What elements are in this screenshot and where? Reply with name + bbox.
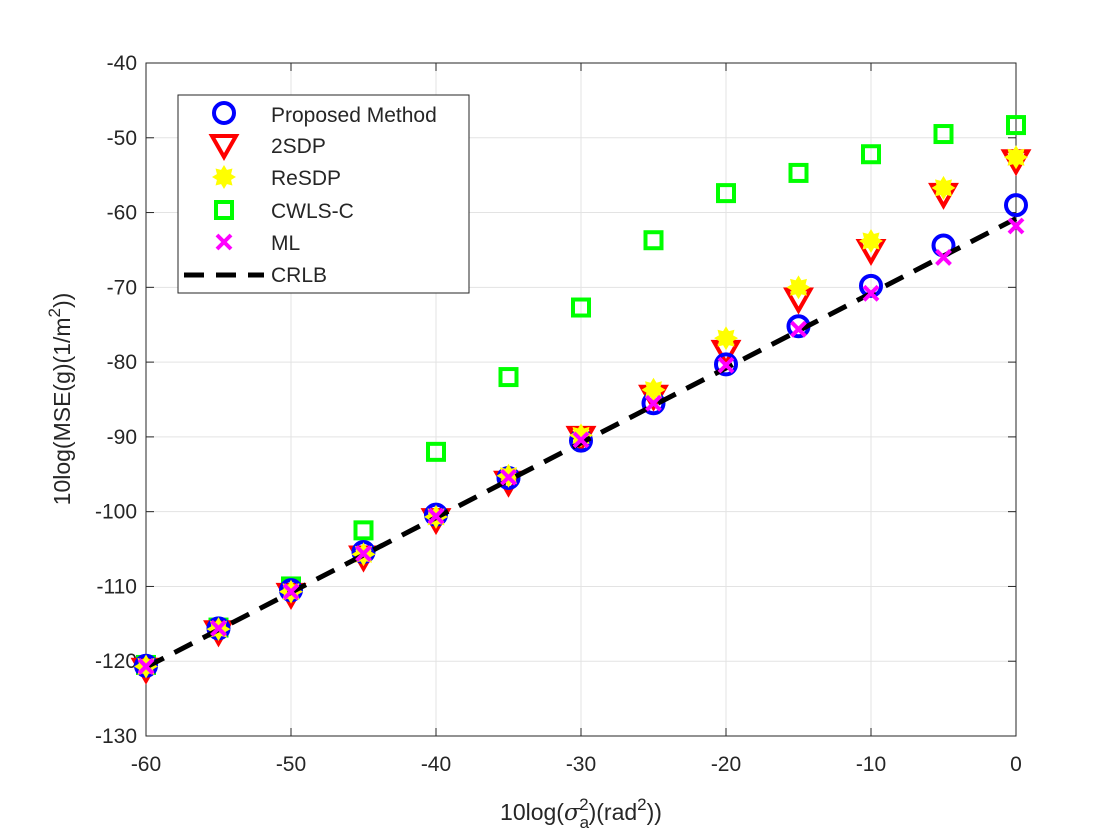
y-tick-label: -40: [107, 52, 137, 75]
series-ml: [137, 217, 1025, 675]
point-ml-stroke-b: [572, 431, 590, 449]
point-resdp: [714, 326, 738, 351]
point-proposed-method: [1004, 193, 1028, 218]
legend-markers: [184, 101, 264, 278]
x-tick-label: -20: [711, 753, 741, 776]
y-tick-label: -80: [107, 351, 137, 374]
point-resdp: [931, 175, 956, 200]
point-ml: [210, 619, 227, 637]
legend-marker-resdp: [212, 165, 236, 189]
y-tick-label: -90: [107, 426, 137, 449]
point-ml-stroke-b: [935, 249, 952, 266]
point-ml: [137, 658, 155, 675]
point-resdp: [786, 275, 811, 300]
y-tick-label: -50: [107, 127, 137, 150]
point-ml-stroke-b: [862, 284, 880, 302]
point-ml: [862, 284, 880, 302]
point-cwls-c: [353, 520, 374, 541]
point-ml-stroke-b: [355, 545, 372, 562]
point-ml: [790, 320, 807, 338]
point-ml-stroke-b: [282, 583, 300, 601]
legend-marker-ml-stroke-b: [215, 233, 233, 251]
y-tick-label: -70: [107, 276, 137, 299]
point-cwls-c: [716, 183, 736, 204]
legend-marker-ml: [215, 233, 233, 251]
point-ml-stroke-b: [645, 394, 662, 412]
x-tick-label: 0: [1010, 753, 1022, 776]
point-proposed-method: [714, 352, 738, 377]
x-axis-label: 10log(σa2)(rad2)): [500, 795, 662, 832]
y-tick-label: -100: [95, 501, 137, 524]
legend-label-ml: ML: [271, 232, 300, 255]
y-tick-label: -130: [95, 725, 137, 748]
x-tick-label: -10: [856, 753, 886, 776]
point-ml-stroke-b: [717, 356, 735, 374]
point-cwls-c: [643, 230, 664, 251]
x-tick-label: -30: [566, 753, 596, 776]
x-tick-label: -40: [421, 753, 451, 776]
legend-marker-proposed-method: [212, 101, 236, 125]
y-tick-label: -110: [97, 575, 137, 598]
legend-label-resdp: ReSDP: [271, 167, 341, 190]
point-ml: [717, 356, 735, 374]
y-axis-label: 10log(MSE(g)(1/m2)): [45, 293, 75, 506]
legend-label-cwls-c: CWLS-C: [271, 200, 354, 223]
point-ml-stroke-b: [137, 658, 155, 675]
legend-box: [177, 94, 470, 294]
legend-label-2sdp: 2SDP: [271, 135, 326, 158]
x-tick-label: -50: [276, 753, 306, 776]
y-tick-label: -120: [95, 650, 137, 673]
point-ml: [500, 468, 517, 486]
point-resdp: [859, 228, 883, 253]
point-resdp: [1004, 145, 1028, 170]
point-cwls-c: [788, 162, 809, 183]
point-ml: [935, 249, 952, 266]
point-cwls-c: [933, 124, 954, 145]
legend: Proposed Method 2SDP ReSDP CWLS-C ML CRL…: [177, 94, 470, 294]
point-ml-stroke-b: [210, 619, 227, 637]
legend-label-proposed: Proposed Method: [271, 104, 437, 127]
point-cwls-c: [498, 367, 519, 388]
legend-marker-cwls-c: [214, 200, 234, 220]
point-ml: [1007, 217, 1025, 235]
point-ml: [355, 545, 372, 562]
point-ml-stroke-b: [500, 468, 517, 486]
point-cwls-c: [571, 297, 591, 318]
x-tick-label: -60: [131, 753, 161, 776]
point-ml-stroke-b: [790, 320, 807, 338]
point-cwls-c: [426, 441, 446, 462]
point-ml: [572, 431, 590, 449]
legend-marker-2sdp: [208, 134, 240, 162]
ticks: -60 -50 -40 -30 -20 -10 0-130-120-110-100-90-8…: [95, 52, 1022, 776]
point-ml: [645, 394, 662, 412]
point-ml: [282, 583, 300, 601]
point-ml-stroke-b: [427, 507, 445, 525]
y-tick-label: -60: [107, 202, 137, 225]
series-layer: [130, 115, 1032, 685]
point-ml-stroke-b: [1007, 217, 1025, 235]
point-cwls-c: [1006, 115, 1026, 136]
point-cwls-c: [861, 144, 881, 165]
point-ml: [427, 507, 445, 525]
legend-label-crlb: CRLB: [271, 264, 327, 287]
